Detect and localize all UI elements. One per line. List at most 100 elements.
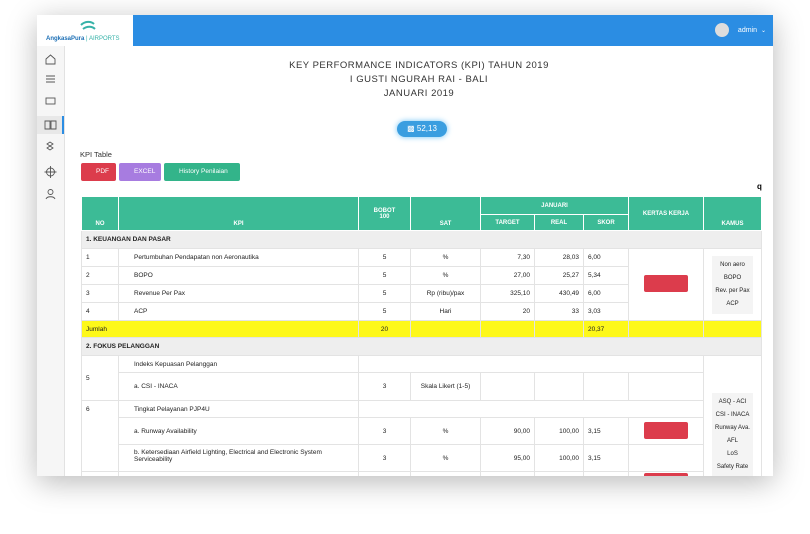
cell [534, 372, 584, 401]
content: KEY PERFORMANCE INDICATORS (KPI) TAHUN 2… [65, 46, 773, 476]
cell: Rp (ribu)/pax [410, 284, 481, 303]
th: SAT [410, 196, 481, 231]
avatar[interactable] [715, 23, 729, 37]
icon-list[interactable] [46, 75, 55, 83]
cell: 7,30 [480, 248, 535, 267]
kamus-item: Rev. per Pax [715, 287, 750, 294]
kamus-item: ACP [726, 300, 739, 307]
cell: 100,00 [534, 444, 584, 472]
cell: a. Runway Availability [118, 417, 359, 445]
search[interactable]: q [757, 182, 762, 191]
cell: 90,00 [480, 417, 535, 445]
th: KAMUS [703, 196, 762, 231]
kamus-item: Runway Ava. [715, 424, 750, 431]
kamus-item: BOPO [723, 274, 742, 281]
th: KERTAS KERJA [628, 196, 704, 231]
cell [583, 372, 629, 401]
kertas-cell [628, 471, 704, 476]
cell: % [410, 266, 481, 285]
cell: 25,27 [534, 266, 584, 285]
cell: 5 [81, 355, 119, 401]
kpi-table: NO KPI BOBOT 100 SAT JANUARI KERTAS KERJA KAMUS… [81, 196, 762, 476]
cell: % [410, 417, 481, 445]
icon-monitor[interactable] [45, 97, 56, 105]
cell: 95,00 [480, 444, 535, 472]
kamus-item: ASQ - ACI [718, 398, 747, 405]
logo: AngkasaPura | AIRPORTS [37, 15, 133, 46]
title-line: I GUSTI NGURAH RAI - BALI [349, 74, 489, 85]
edit-button[interactable] [644, 473, 688, 476]
cell: 6 [358, 471, 411, 476]
cell: 100,00 [534, 417, 584, 445]
app-window: AngkasaPura | AIRPORTS admin ⌄ KEY PERFO… [37, 15, 773, 476]
pdf-button[interactable]: PDF [81, 163, 116, 181]
icon-user[interactable] [47, 189, 54, 195]
edit-button[interactable] [644, 275, 688, 292]
cell: 6,00 [583, 284, 629, 303]
kamus-cell: Non aero BOPO Rev. per Pax ACP [703, 248, 762, 321]
cell: 5 [358, 266, 411, 285]
cell: 105,00 [534, 471, 584, 476]
cell: b. Ketersediaan Airfield Lighting, Elect… [118, 444, 359, 472]
cell: % [410, 248, 481, 267]
cell: BOPO [118, 266, 359, 285]
user-menu[interactable]: admin [737, 27, 757, 34]
section-title: 1. KEUANGAN DAN PASAR [81, 230, 762, 249]
icon-book[interactable] [44, 120, 57, 130]
cell: 3 [358, 417, 411, 445]
th: KPI [118, 196, 359, 231]
cell: Revenue Per Pax [118, 284, 359, 303]
cell: 3 [81, 284, 119, 303]
kamus-item: Safety Rate [716, 463, 749, 470]
cell [628, 372, 704, 401]
cell: ACP [118, 302, 359, 321]
icon-home[interactable] [45, 54, 56, 65]
cell: 325,10 [480, 284, 535, 303]
brand-sub: AIRPORTS [88, 36, 120, 42]
th: REAL [534, 214, 584, 231]
cell: 2 [81, 266, 119, 285]
th-line: BOBOT [373, 207, 396, 214]
cell [628, 444, 704, 472]
brand-name: AngkasaPura [46, 36, 85, 42]
edit-button[interactable] [644, 421, 688, 439]
cell: 3 [358, 444, 411, 472]
cell [358, 400, 704, 418]
score-badge: ▩ 52,13 [397, 121, 447, 137]
th: NO [81, 196, 119, 231]
sidebar [37, 46, 65, 476]
cell: a. CSI - INACA [118, 372, 359, 401]
section-title: 2. FOKUS PELANGGAN [81, 337, 762, 356]
kertas-cell [628, 248, 704, 321]
cell: Level of Service [118, 471, 359, 476]
cell: 6 [81, 400, 119, 472]
title-line: JANUARI 2019 [383, 88, 455, 99]
cell: 100,00 [480, 471, 535, 476]
cell: 5 [358, 248, 411, 267]
history-button[interactable]: History Penilaian [164, 163, 240, 181]
kamus-item: LoS [727, 450, 738, 457]
cell [534, 320, 584, 338]
icon-boxes[interactable] [46, 141, 54, 151]
cell: 28,03 [534, 248, 584, 267]
cell [628, 320, 704, 338]
cell: 20 [480, 302, 535, 321]
cell: 20,37 [583, 320, 629, 338]
excel-button[interactable]: EXCEL [119, 163, 161, 181]
score: 52,13 [416, 124, 437, 133]
th-line: 100 [379, 213, 390, 220]
cell: 6,00 [583, 248, 629, 267]
table-label: KPI Table [80, 150, 112, 159]
cell: 5 [358, 302, 411, 321]
cell: 20 [358, 320, 411, 338]
cell: 27,00 [480, 266, 535, 285]
cell: % [410, 444, 481, 472]
cell: Tingkat Pelayanan PJP4U [118, 400, 359, 418]
kamus-list: ASQ - ACI CSI - INACA Runway Ava. AFL LoS Saf… [712, 392, 753, 476]
kamus-item: Non aero [720, 261, 745, 268]
cell: 3,15 [583, 417, 629, 445]
cell [480, 372, 535, 401]
cell [358, 355, 704, 373]
cell: Pertumbuhan Pendapatan non Aeronautika [118, 248, 359, 267]
